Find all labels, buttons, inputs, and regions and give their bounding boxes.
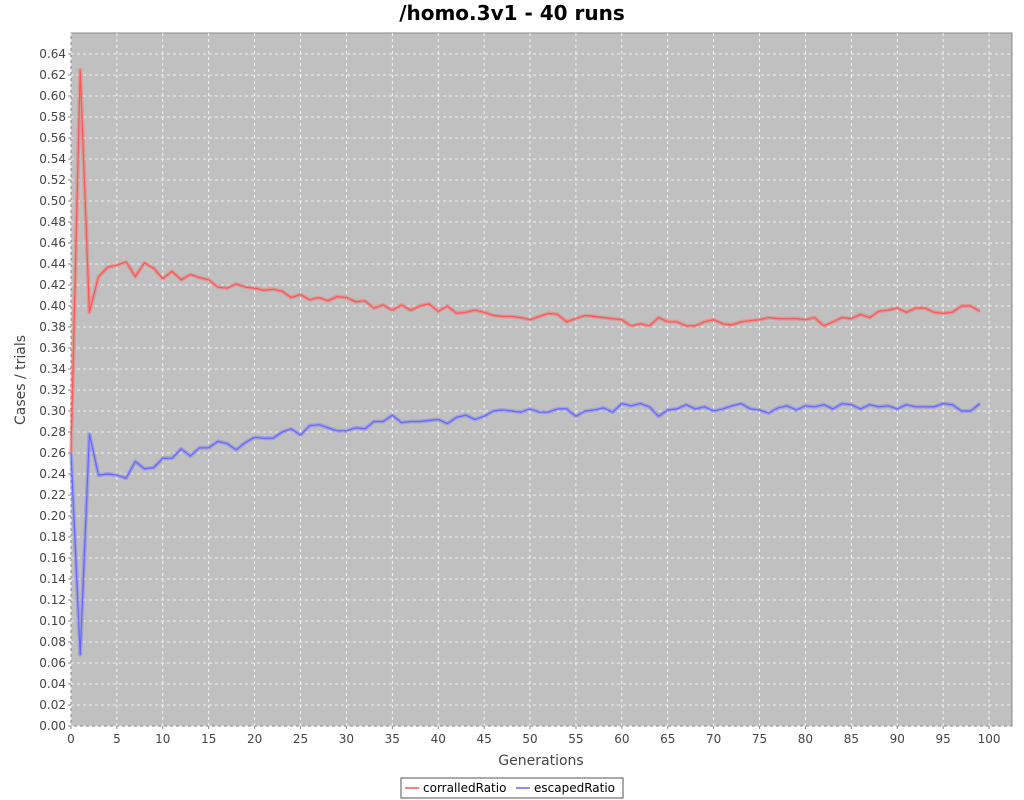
y-tick-label: 0.16 xyxy=(39,551,66,565)
y-tick-label: 0.44 xyxy=(39,257,66,271)
y-tick-label: 0.24 xyxy=(39,467,66,481)
series-layer xyxy=(69,67,982,657)
x-tick-label: 85 xyxy=(844,732,859,746)
y-tick-label: 0.48 xyxy=(39,215,66,229)
x-axis-label: Generations xyxy=(498,753,583,769)
y-tick-label: 0.12 xyxy=(39,593,66,607)
y-tick-label: 0.02 xyxy=(39,698,66,712)
y-axis-label: Cases / trials xyxy=(13,335,29,425)
y-tick-label: 0.08 xyxy=(39,635,66,649)
y-axis: 0.00 0.02 0.04 0.06 0.08 0.10 0.12 0.14 0.16 0.18… xyxy=(39,47,71,733)
x-tick-label: 15 xyxy=(201,732,216,746)
x-axis: 0 5 10 15 20 25 30 35 40 45 50 55 60 65 70 75 80 85 90 95 10… xyxy=(67,726,1001,746)
legend-label-escapedRatio: escapedRatio xyxy=(534,781,615,795)
x-tick-label: 40 xyxy=(431,732,446,746)
x-tick-label: 5 xyxy=(113,732,121,746)
legend: corralledRatio escapedRatio xyxy=(400,777,624,799)
x-tick-label: 60 xyxy=(614,732,629,746)
legend-label-corralledRatio: corralledRatio xyxy=(423,781,506,795)
y-tick-label: 0.50 xyxy=(39,194,66,208)
y-tick-label: 0.60 xyxy=(39,89,66,103)
x-tick-label: 10 xyxy=(155,732,170,746)
legend-box xyxy=(400,777,624,799)
y-tick-label: 0.30 xyxy=(39,404,66,418)
x-tick-label: 30 xyxy=(339,732,354,746)
y-tick-label: 0.26 xyxy=(39,446,66,460)
x-tick-label: 75 xyxy=(752,732,767,746)
x-tick-label: 100 xyxy=(978,732,1001,746)
x-tick-label: 95 xyxy=(936,732,951,746)
y-tick-label: 0.54 xyxy=(39,152,66,166)
y-tick-label: 0.00 xyxy=(39,719,66,733)
x-tick-label: 90 xyxy=(890,732,905,746)
grid-lines xyxy=(70,33,1012,727)
y-tick-label: 0.28 xyxy=(39,425,66,439)
x-tick-label: 20 xyxy=(247,732,262,746)
y-tick-label: 0.46 xyxy=(39,236,66,250)
x-tick-label: 45 xyxy=(476,732,491,746)
y-tick-label: 0.42 xyxy=(39,278,66,292)
y-tick-label: 0.62 xyxy=(39,68,66,82)
y-tick-label: 0.32 xyxy=(39,383,66,397)
y-tick-label: 0.38 xyxy=(39,320,66,334)
y-tick-label: 0.56 xyxy=(39,131,66,145)
x-tick-label: 70 xyxy=(706,732,721,746)
y-tick-label: 0.20 xyxy=(39,509,66,523)
y-tick-label: 0.36 xyxy=(39,341,66,355)
plot-area xyxy=(70,32,1013,727)
y-tick-label: 0.58 xyxy=(39,110,66,124)
y-tick-label: 0.34 xyxy=(39,362,66,376)
x-tick-label: 65 xyxy=(660,732,675,746)
y-tick-label: 0.14 xyxy=(39,572,66,586)
y-tick-label: 0.52 xyxy=(39,173,66,187)
y-tick-label: 0.22 xyxy=(39,488,66,502)
y-tick-label: 0.64 xyxy=(39,47,66,61)
y-tick-label: 0.18 xyxy=(39,530,66,544)
x-tick-label: 50 xyxy=(522,732,537,746)
y-tick-label: 0.10 xyxy=(39,614,66,628)
y-tick-label: 0.40 xyxy=(39,299,66,313)
x-tick-label: 80 xyxy=(798,732,813,746)
series-line-escapedRatio xyxy=(70,403,981,656)
y-tick-label: 0.06 xyxy=(39,656,66,670)
x-tick-label: 35 xyxy=(385,732,400,746)
x-tick-label: 25 xyxy=(293,732,308,746)
y-tick-label: 0.04 xyxy=(39,677,66,691)
chart-title: /homo.3v1 - 40 runs xyxy=(399,1,625,25)
x-tick-label: 0 xyxy=(67,732,75,746)
series-line-corralledRatio xyxy=(70,69,981,454)
x-tick-label: 55 xyxy=(568,732,583,746)
